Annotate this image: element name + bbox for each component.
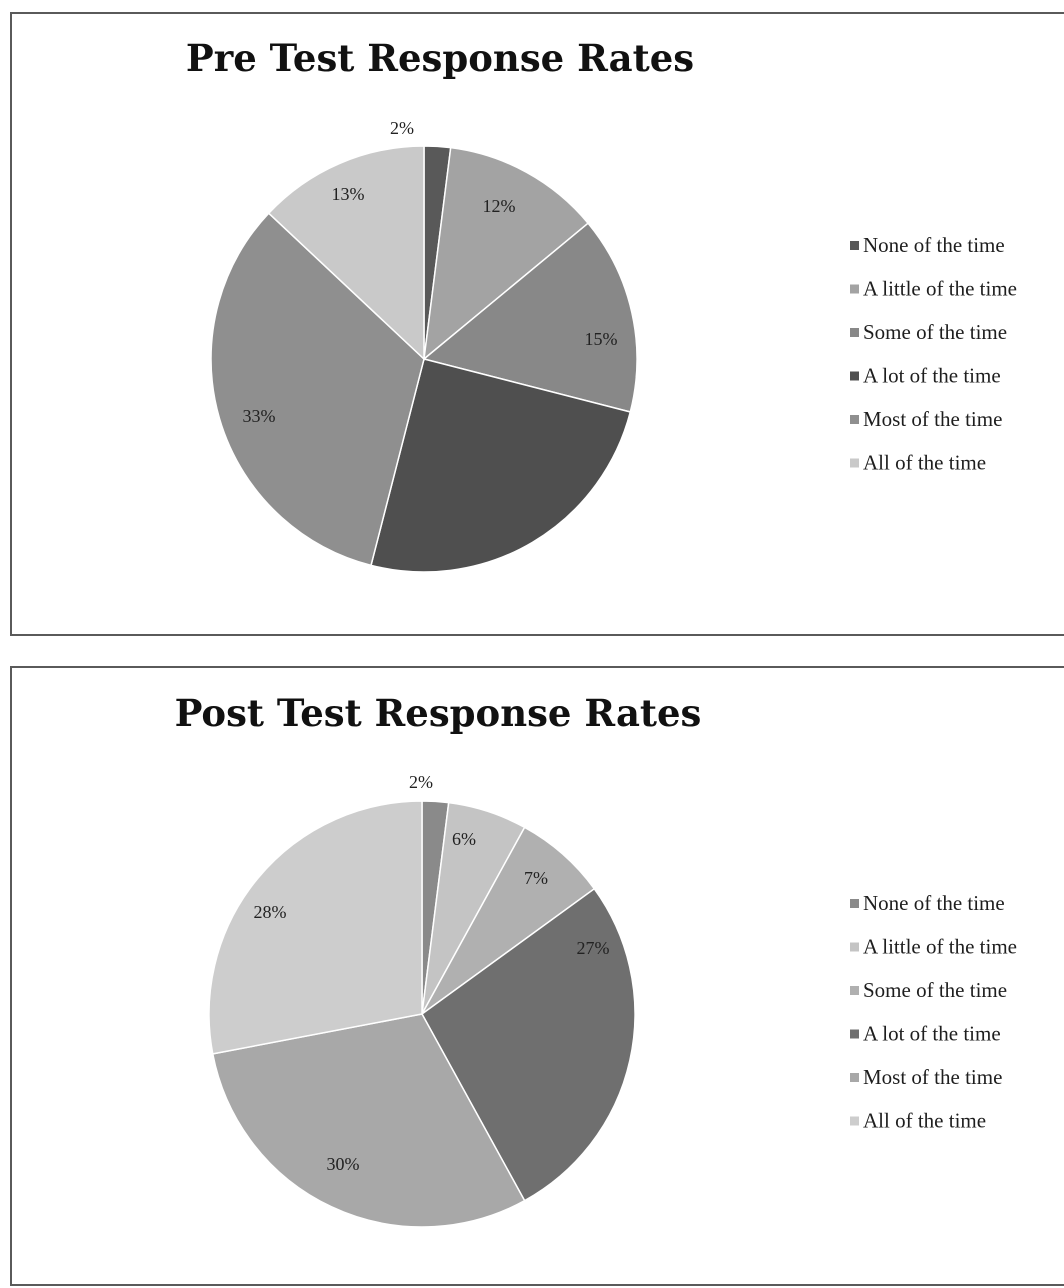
data-label: 28% [254,902,287,922]
legend-entry: A lot of the time [863,364,1001,388]
data-label: 2% [409,772,433,792]
legend-swatch [850,899,859,908]
pre-test-chart-panel: Pre Test Response Rates 2% 12% 15% 33% 13% Non… [10,12,1064,636]
pie-slice-most-of-the-time [211,1013,526,1228]
pie-slice-some-of-the-time [422,222,638,413]
data-label: 33% [243,406,276,426]
data-label: 7% [524,868,548,888]
legend-entry: All of the time [863,451,986,475]
data-label: 13% [332,184,365,204]
legend-entry: Most of the time [863,1065,1002,1089]
pie-slice-most-of-the-time [210,212,425,567]
data-label: 27% [577,938,610,958]
legend-entry: None of the time [863,233,1005,257]
legend-entry: All of the time [863,1109,986,1133]
legend-swatch [850,458,859,468]
post-test-pie-chart: Post Test Response Rates 2% 6% 7% 27% 30% 28% N… [175,691,1017,1228]
legend-swatch [850,986,859,995]
legend-swatch [850,328,859,337]
data-label: 6% [452,829,476,849]
legend-entry: A little of the time [863,935,1017,959]
data-label: 30% [327,1154,360,1174]
legend-swatch [850,1029,859,1039]
legend-entry: None of the time [863,891,1005,915]
legend-swatch [850,284,859,294]
pie-slice-a-lot-of-the-time [421,887,636,1202]
pie-slice-a-little-of-the-time [423,146,590,361]
legend-swatch [850,371,859,381]
legend-entry: Some of the time [863,320,1007,344]
data-label: 2% [390,118,414,138]
pre-test-pie-chart: Pre Test Response Rates 2% 12% 15% 33% 13% Non… [186,36,1017,573]
legend-entry: A little of the time [863,277,1017,301]
post-test-chart-panel: Post Test Response Rates 2% 6% 7% 27% 30% 28% N… [10,666,1064,1286]
legend-entry: Most of the time [863,407,1002,431]
pie-slice-a-lot-of-the-time [370,358,632,573]
legend-swatch [850,415,859,424]
legend-entry: A lot of the time [863,1022,1001,1046]
data-label: 12% [483,196,516,216]
chart-title: Pre Test Response Rates [186,36,694,80]
pie-slice-all-of-the-time [267,145,425,361]
pie-slice-all-of-the-time [208,800,423,1055]
legend-entry: Some of the time [863,978,1007,1002]
data-label: 15% [585,329,618,349]
legend-swatch [850,942,859,952]
chart-title: Post Test Response Rates [175,691,702,735]
legend-swatch [850,241,859,250]
legend-swatch [850,1073,859,1082]
legend-swatch [850,1116,859,1126]
